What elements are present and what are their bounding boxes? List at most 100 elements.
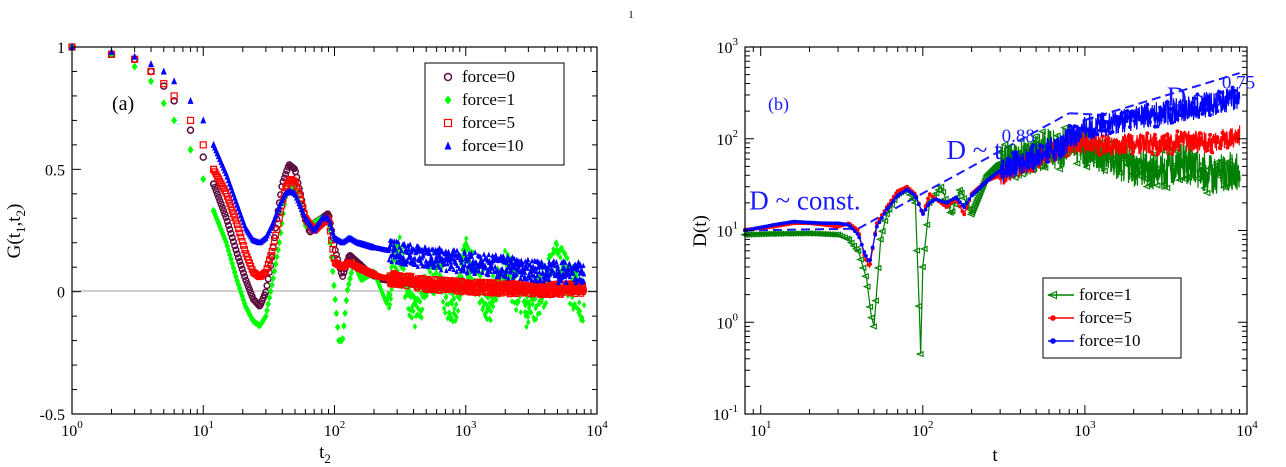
data-point bbox=[412, 255, 418, 261]
panel-a-ylabel: G(t1,t2) bbox=[4, 204, 28, 259]
data-point bbox=[437, 245, 442, 251]
data-point bbox=[869, 323, 877, 330]
legend-marker-force=1 bbox=[444, 95, 452, 105]
data-point bbox=[551, 258, 556, 264]
data-point bbox=[505, 268, 510, 274]
data-point bbox=[868, 262, 873, 267]
data-point bbox=[326, 225, 332, 233]
data-point bbox=[1145, 102, 1150, 107]
data-point bbox=[862, 250, 867, 254]
data-point bbox=[269, 281, 275, 289]
data-point bbox=[1117, 144, 1122, 149]
data-point bbox=[199, 153, 207, 161]
data-point bbox=[403, 283, 410, 290]
data-point bbox=[264, 260, 272, 268]
data-point bbox=[1013, 150, 1018, 155]
data-point bbox=[546, 276, 552, 283]
data-point bbox=[576, 309, 581, 316]
data-point bbox=[1225, 99, 1230, 104]
data-point bbox=[231, 268, 238, 277]
data-point bbox=[478, 263, 484, 269]
data-point bbox=[522, 269, 528, 275]
data-point bbox=[237, 233, 245, 241]
data-point bbox=[469, 250, 474, 256]
data-point bbox=[388, 291, 393, 298]
data-point bbox=[516, 298, 521, 305]
data-point bbox=[427, 268, 433, 276]
data-point bbox=[232, 246, 240, 254]
data-point bbox=[921, 212, 925, 216]
data-point bbox=[1132, 119, 1137, 124]
data-point bbox=[518, 275, 523, 281]
data-point bbox=[438, 266, 444, 273]
data-point bbox=[444, 293, 449, 300]
data-point bbox=[523, 302, 528, 309]
data-point bbox=[555, 265, 560, 272]
data-point bbox=[882, 210, 890, 218]
legend-label-force=5: force=5 bbox=[462, 113, 515, 132]
data-point bbox=[529, 309, 534, 316]
data-point bbox=[1097, 128, 1102, 133]
data-point bbox=[1040, 164, 1049, 172]
data-point bbox=[1225, 145, 1230, 150]
panel-b-legend: force=1 force=5 force=10 bbox=[1042, 277, 1182, 359]
data-point bbox=[1100, 112, 1105, 117]
data-point bbox=[492, 263, 498, 270]
data-point bbox=[1155, 152, 1160, 157]
data-point bbox=[524, 323, 529, 330]
data-point bbox=[386, 256, 392, 263]
data-point bbox=[1190, 134, 1195, 139]
data-point bbox=[1205, 148, 1210, 153]
data-point bbox=[938, 188, 947, 196]
data-point bbox=[436, 250, 441, 256]
data-point bbox=[267, 252, 275, 259]
data-point bbox=[272, 212, 279, 219]
data-point bbox=[464, 242, 470, 249]
data-point bbox=[1182, 131, 1187, 136]
data-point bbox=[1117, 115, 1122, 120]
data-point bbox=[1182, 174, 1191, 181]
data-point bbox=[1055, 138, 1060, 143]
data-point bbox=[417, 298, 423, 306]
data-point bbox=[228, 234, 236, 242]
data-point bbox=[959, 194, 968, 202]
data-point bbox=[412, 323, 418, 330]
data-point bbox=[1130, 151, 1135, 156]
data-point bbox=[1162, 107, 1167, 111]
data-point bbox=[449, 263, 455, 270]
data-point bbox=[1198, 108, 1202, 113]
x-tick-label: 104 bbox=[586, 419, 608, 440]
data-point bbox=[518, 309, 524, 316]
data-point bbox=[510, 274, 516, 280]
data-point bbox=[1215, 173, 1223, 180]
data-point bbox=[219, 228, 226, 237]
data-point bbox=[1085, 127, 1090, 132]
series-force=10 bbox=[743, 85, 1241, 264]
data-point bbox=[538, 277, 543, 284]
data-point bbox=[1110, 130, 1115, 134]
data-point bbox=[1127, 170, 1136, 178]
data-point bbox=[512, 299, 517, 306]
data-point bbox=[430, 257, 435, 263]
data-point bbox=[950, 200, 958, 208]
data-point bbox=[1217, 146, 1222, 150]
data-point bbox=[555, 250, 561, 258]
data-point bbox=[344, 286, 351, 294]
x-tick-label: 102 bbox=[912, 419, 934, 440]
data-point bbox=[1172, 109, 1177, 113]
y-tick-label: 103 bbox=[717, 36, 739, 57]
data-point bbox=[1147, 120, 1152, 125]
data-point bbox=[451, 246, 457, 253]
data-point bbox=[491, 303, 496, 310]
data-point bbox=[348, 269, 355, 277]
x-tick-label: 102 bbox=[324, 419, 346, 440]
x-tick-label: 101 bbox=[750, 419, 772, 440]
data-point bbox=[1147, 149, 1152, 154]
data-point bbox=[524, 293, 530, 300]
data-point bbox=[389, 286, 394, 293]
panel-b-label: (b) bbox=[768, 94, 789, 115]
data-point bbox=[527, 301, 532, 309]
data-point bbox=[1089, 157, 1098, 165]
data-point bbox=[527, 261, 533, 268]
data-point bbox=[239, 269, 247, 277]
